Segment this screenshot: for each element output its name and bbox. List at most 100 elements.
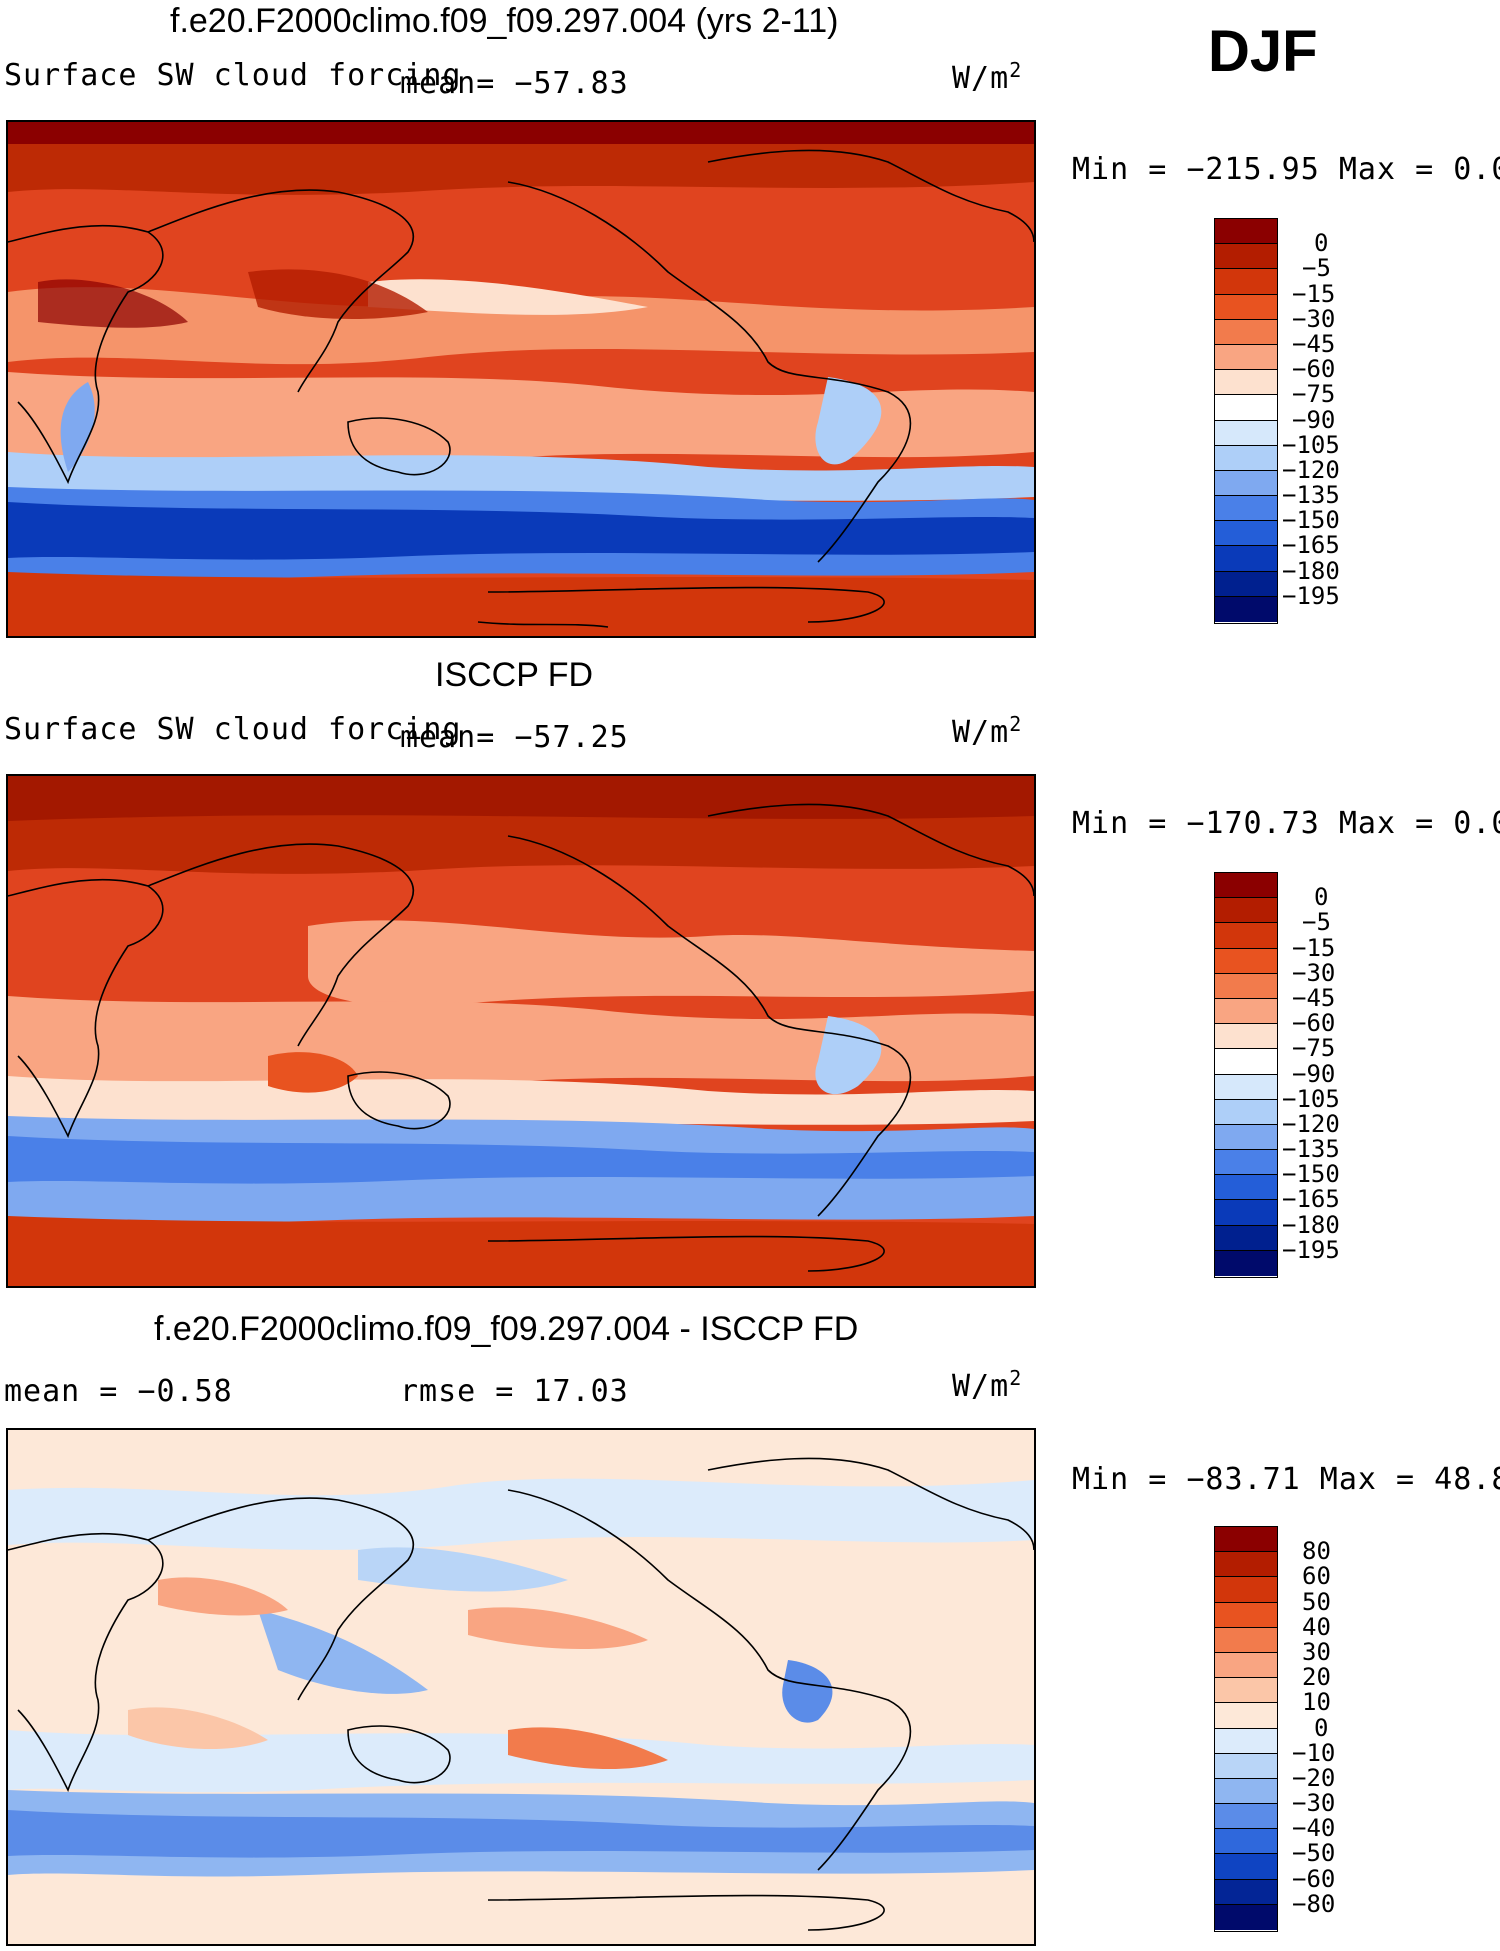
panel2-mean-label: mean= −57.25 (400, 720, 629, 755)
colorbar-swatch (1215, 1049, 1277, 1075)
colorbar-tick-label: −10 (1292, 1738, 1336, 1767)
panel2-minmax: Min = −170.73 Max = 0.00 (1072, 806, 1500, 841)
colorbar-swatch (1215, 521, 1277, 547)
colorbar-tick-label: −5 (1302, 908, 1331, 937)
colorbar-swatch (1215, 1627, 1277, 1653)
colorbar-tick-label: −30 (1292, 304, 1336, 333)
colorbar-swatch (1215, 873, 1277, 899)
colorbar-tick-label: −120 (1282, 1109, 1340, 1138)
colorbar-swatch (1215, 244, 1277, 270)
colorbar-swatch (1215, 948, 1277, 974)
colorbar-swatch (1215, 1552, 1277, 1578)
colorbar-tick-label: 10 (1302, 1688, 1331, 1717)
colorbar-swatch (1215, 973, 1277, 999)
panel3-title: f.e20.F2000climo.f09_f09.297.004 - ISCCP… (154, 1310, 859, 1348)
colorbar-swatch (1215, 1879, 1277, 1905)
panel2-colorbar-ticks: 0 −5 −15 −30 −45 −60 −75 −90 −105 −120 −135 −150 −16… (1282, 872, 1400, 1278)
colorbar-tick-label: 0 (1314, 1713, 1329, 1742)
panel1-units: W/m2 (952, 58, 1023, 96)
colorbar-swatch (1215, 1024, 1277, 1050)
colorbar-swatch (1215, 571, 1277, 597)
colorbar-tick-label: 80 (1302, 1537, 1331, 1566)
colorbar-swatch (1215, 898, 1277, 924)
panel1-colorbar (1214, 218, 1278, 624)
panel2-title: ISCCP FD (435, 656, 594, 694)
colorbar-tick-label: 50 (1302, 1587, 1331, 1616)
panel2-colorbar (1214, 872, 1278, 1278)
colorbar-tick-label: −165 (1282, 1185, 1340, 1214)
colorbar-swatch (1215, 1602, 1277, 1628)
panel3-rmse-label: rmse = 17.03 (400, 1374, 629, 1409)
panel1-mean-label: mean= −57.83 (400, 66, 629, 101)
colorbar-tick-label: −105 (1282, 1084, 1340, 1113)
colorbar-swatch (1215, 1200, 1277, 1226)
season-label: DJF (1208, 19, 1318, 84)
colorbar-tick-label: −15 (1292, 933, 1336, 962)
colorbar-swatch (1215, 1753, 1277, 1779)
colorbar-swatch (1215, 923, 1277, 949)
colorbar-tick-label: −135 (1282, 481, 1340, 510)
colorbar-tick-label: −60 (1292, 1009, 1336, 1038)
panel3-minmax: Min = −83.71 Max = 48.83 (1072, 1462, 1500, 1497)
colorbar-swatch (1215, 1652, 1277, 1679)
colorbar-tick-label: 0 (1314, 883, 1329, 912)
colorbar-swatch (1215, 1728, 1277, 1754)
panel1-map (6, 120, 1036, 638)
colorbar-swatch (1215, 370, 1277, 396)
colorbar-swatch (1215, 1150, 1277, 1176)
colorbar-swatch (1215, 1703, 1277, 1729)
colorbar-tick-label: −15 (1292, 279, 1336, 308)
colorbar-tick-label: −90 (1292, 405, 1336, 434)
colorbar-tick-label: −5 (1302, 254, 1331, 283)
colorbar-swatch (1215, 1778, 1277, 1805)
colorbar-swatch (1215, 470, 1277, 497)
colorbar-tick-label: −195 (1282, 1235, 1340, 1264)
colorbar-tick-label: −150 (1282, 506, 1340, 535)
colorbar-swatch (1215, 1074, 1277, 1100)
colorbar-tick-label: −30 (1292, 958, 1336, 987)
colorbar-tick-label: −30 (1292, 1789, 1336, 1818)
colorbar-tick-label: −165 (1282, 531, 1340, 560)
colorbar-swatch (1215, 1577, 1277, 1603)
colorbar-tick-label: 20 (1302, 1663, 1331, 1692)
colorbar-swatch (1215, 1175, 1277, 1201)
panel1-minmax: Min = −215.95 Max = 0.00 (1072, 152, 1500, 187)
colorbar-swatch (1215, 1099, 1277, 1125)
colorbar-tick-label: −120 (1282, 455, 1340, 484)
panel3-units: W/m2 (952, 1366, 1023, 1404)
colorbar-tick-label: −105 (1282, 430, 1340, 459)
colorbar-tick-label: 0 (1314, 229, 1329, 258)
panel1-title: f.e20.F2000climo.f09_f09.297.004 (yrs 2-… (170, 2, 839, 40)
colorbar-tick-label: 30 (1302, 1637, 1331, 1666)
colorbar-tick-label: −195 (1282, 581, 1340, 610)
colorbar-swatch (1215, 1527, 1277, 1553)
colorbar-swatch (1215, 1250, 1277, 1276)
colorbar-tick-label: −60 (1292, 355, 1336, 384)
panel1-colorbar-ticks: 0 −5 −15 −30 −45 −60 −75 −90 −105 −120 −135 −150 −16… (1282, 218, 1400, 624)
panel2-variable-label: Surface SW cloud forcing (4, 712, 462, 747)
colorbar-tick-label: −80 (1292, 1889, 1336, 1918)
colorbar-swatch (1215, 344, 1277, 371)
panel3-colorbar-ticks: 80 60 50 40 30 20 10 0 −10 −20 −30 −40 −50 −60 −80 (1290, 1526, 1400, 1932)
colorbar-swatch (1215, 1804, 1277, 1830)
panel1-variable-label: Surface SW cloud forcing (4, 58, 462, 93)
colorbar-tick-label: 40 (1302, 1612, 1331, 1641)
colorbar-swatch (1215, 1225, 1277, 1251)
colorbar-swatch (1215, 546, 1277, 572)
colorbar-tick-label: −45 (1292, 329, 1336, 358)
colorbar-tick-label: −75 (1292, 380, 1336, 409)
colorbar-swatch (1215, 596, 1277, 622)
colorbar-tick-label: 60 (1302, 1562, 1331, 1591)
colorbar-tick-label: −150 (1282, 1160, 1340, 1189)
colorbar-swatch (1215, 219, 1277, 245)
colorbar-tick-label: −45 (1292, 983, 1336, 1012)
colorbar-swatch (1215, 395, 1277, 421)
colorbar-tick-label: −180 (1282, 556, 1340, 585)
colorbar-swatch (1215, 319, 1277, 345)
colorbar-swatch (1215, 1854, 1277, 1880)
colorbar-tick-label: −90 (1292, 1059, 1336, 1088)
colorbar-swatch (1215, 445, 1277, 471)
panel3-map (6, 1428, 1036, 1946)
colorbar-swatch (1215, 294, 1277, 320)
colorbar-tick-label: −135 (1282, 1135, 1340, 1164)
